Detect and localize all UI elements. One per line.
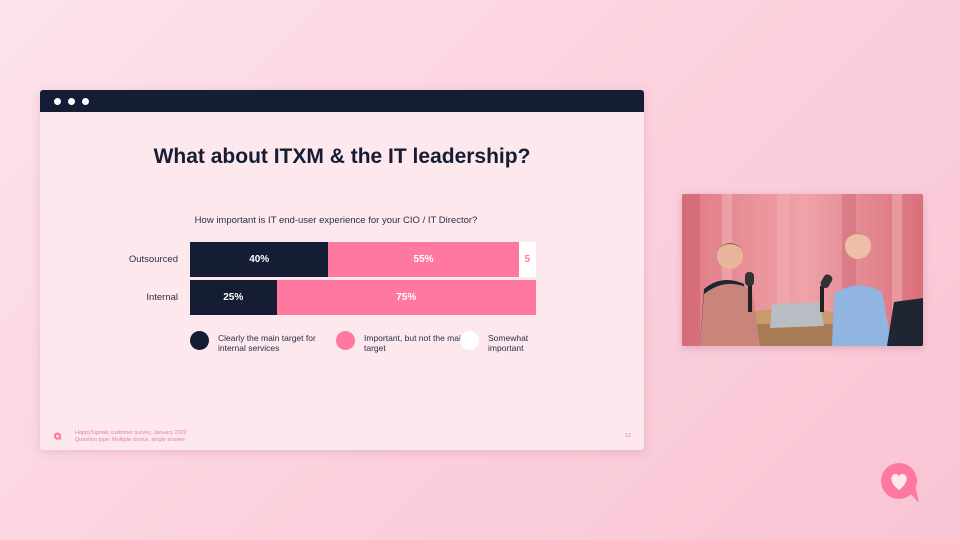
bar-segment-outsourced-1[interactable]: 55%	[328, 242, 519, 277]
page-number: 12	[625, 433, 632, 439]
bar-segment-internal-1[interactable]: 75%	[276, 280, 536, 315]
bar-segment-outsourced-0[interactable]: 40%	[190, 242, 329, 277]
legend-swatch-icon	[190, 331, 209, 350]
legend-label: Somewhat important	[488, 333, 529, 353]
footer-logo-icon	[53, 432, 62, 441]
chart-title: How important is IT end-user experience …	[194, 215, 478, 226]
footer-source: HappySignals customer survey, January 20…	[75, 430, 187, 436]
legend-label: Clearly the main target for internal ser…	[218, 333, 316, 353]
slide-title: What about ITXM & the IT leadership?	[153, 145, 531, 168]
bar-value-label: 75%	[396, 292, 417, 303]
legend-item-2: Somewhat important	[460, 331, 550, 353]
legend-swatch-icon	[460, 331, 479, 350]
slide-window: What about ITXM & the IT leadership? How…	[40, 90, 644, 450]
brand-heart-logo-icon[interactable]	[879, 462, 921, 504]
row-label-outsourced: Outsourced	[128, 254, 178, 265]
legend-item-1: Important, but not the main target	[336, 331, 469, 353]
bar-value-label: 55%	[413, 254, 434, 265]
bar-value-label: 25%	[223, 292, 244, 303]
window-dot-icon[interactable]	[54, 97, 61, 105]
window-dot-icon[interactable]	[82, 97, 89, 105]
legend-swatch-icon	[336, 331, 355, 350]
bar-value-label: 5	[524, 254, 531, 265]
video-scene	[682, 194, 923, 346]
webcam-video[interactable]	[682, 194, 923, 346]
row-label-internal: Internal	[146, 292, 178, 303]
legend-item-0: Clearly the main target for internal ser…	[190, 331, 323, 353]
bar-segment-outsourced-2[interactable]: 5	[518, 242, 536, 277]
footer-note: HappySignals customer survey, January 20…	[75, 430, 187, 444]
bar-segment-internal-0[interactable]: 25%	[190, 280, 277, 315]
footer-question-type: Question type: Multiple choice, single a…	[75, 437, 186, 443]
window-titlebar	[40, 90, 644, 112]
bar-value-label: 40%	[249, 254, 270, 265]
window-dot-icon[interactable]	[68, 97, 75, 105]
legend-label: Important, but not the main target	[364, 333, 466, 353]
